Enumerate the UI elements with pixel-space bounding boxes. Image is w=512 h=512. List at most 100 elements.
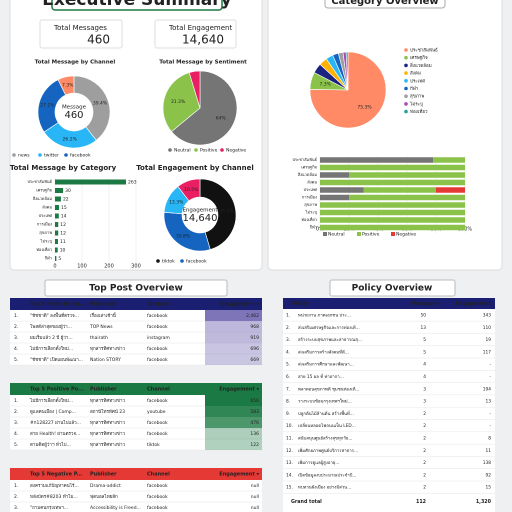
table-cell: 1. [14, 313, 18, 319]
legend-marker [404, 79, 408, 83]
table-cell: 2. [14, 324, 18, 330]
table-cell: ส่งเสริมการสร้างสังคมที่ดี... [298, 348, 349, 355]
page-title: Executive Summary [42, 0, 231, 10]
y-tick-label: การเมือง [37, 222, 52, 227]
legend-label: กีฬา [410, 85, 419, 92]
x-tick-label: 0 [53, 264, 56, 270]
table-cell: - [489, 412, 491, 417]
chart-title: Total Engagement by Channel [136, 164, 254, 172]
table-cell: ฟุตบอลไทยลีก [90, 494, 118, 500]
value-label: 22 [63, 197, 69, 203]
cell-shade [205, 428, 262, 439]
table-cell: facebook [147, 398, 168, 404]
table-cell: 3 [423, 386, 426, 392]
y-tick-label: สุขภาพ [39, 230, 52, 236]
table-cell: ไม่มีการเลือกตั้งใหม่... [29, 397, 73, 404]
column-header: Publisher [90, 387, 117, 393]
bar-segment [320, 209, 465, 216]
bar-segment [349, 172, 465, 178]
slice-label: 7.3% [319, 82, 331, 88]
table-cell: สาย Health! ผ่านตรวจ... [30, 431, 80, 437]
kpi-value: 14,640 [182, 33, 224, 47]
bar-segment [363, 187, 436, 193]
table-cell: 4. [14, 346, 18, 352]
table-cell: 3 [423, 399, 426, 405]
slice-label: 27.1% [40, 102, 55, 108]
table-cell: 1. [286, 313, 290, 319]
table-cell: 5. [286, 362, 290, 368]
x-tick-label: 100 [77, 264, 87, 270]
panel-title: Category Overview [331, 0, 438, 7]
table-cell: 3. [14, 505, 18, 511]
table-cell: facebook [147, 324, 168, 330]
column-header: Engagement ▾ [219, 302, 259, 308]
y-tick-label: เศรษฐกิจ [301, 165, 317, 170]
table-cell: 15 [486, 485, 492, 491]
bar-segment [320, 217, 465, 223]
legend-label: สุขภาพ [410, 94, 424, 100]
y-tick-label: ไม่ระบุ [305, 210, 318, 216]
table-cell: ทุกสารทิศทางข่าว [90, 346, 125, 352]
bar-segment [320, 179, 465, 186]
value-label: 14 [61, 214, 67, 220]
table-cell: 3. [14, 335, 18, 341]
table-cell: 92 [486, 472, 492, 478]
total-cell: 112 [416, 499, 426, 505]
bar [55, 222, 59, 227]
table-cell: #ก128227 ผ่านไปแล้ว... [30, 420, 81, 426]
cell-shade [205, 321, 262, 332]
slice-label: 7.3% [62, 83, 74, 89]
chart-title: Total Message by Sentiment [159, 60, 247, 66]
legend-marker [404, 55, 408, 60]
legend-label: ประชาสัมพันธ์ [410, 47, 438, 54]
bar-segment [349, 194, 465, 201]
legend-label: ประเทศ [410, 78, 425, 84]
legend-label: Negative [396, 232, 416, 238]
table-cell: สาย 15 ผล ที่ ท่าอากา... [298, 373, 344, 380]
legend-label: เศรษฐกิจ [410, 55, 428, 61]
bar [55, 205, 60, 210]
table-cell: 656 [250, 398, 259, 404]
table-cell: ทบทวนผังเมือง อย่างมีส่วน... [298, 485, 351, 491]
bar [55, 196, 61, 202]
bar-segment [320, 157, 434, 163]
bar-segment [320, 164, 465, 171]
table-cell: tiktok [147, 442, 160, 448]
table-cell: 122 [250, 442, 259, 448]
legend-label: Neutral [328, 232, 345, 238]
bar [55, 213, 59, 219]
section-title: Policy Overview [352, 284, 433, 294]
table-cell: - [489, 375, 491, 380]
table-cell: 968 [250, 324, 259, 330]
table-cell: 10. [286, 423, 293, 429]
slice [199, 178, 237, 250]
legend-label: facebook [186, 259, 207, 265]
table-cell: สนับสนุนศูนย์สร้างสุขทุกวัย... [298, 436, 352, 442]
slice [188, 70, 201, 109]
center-hole [183, 198, 217, 232]
y-tick-label: ประเทศ [304, 187, 318, 192]
legend-marker [323, 232, 327, 236]
table-cell: ผมเริ่มแล้ว 2 ปี ผู้ว่า... [30, 334, 73, 341]
table-cell: 2 [423, 448, 426, 454]
table-cell: null [251, 483, 259, 489]
table-cell: เปิดข้อมูลงบประมาณประจำปี... [298, 472, 356, 478]
legend-label: twitter [44, 153, 59, 159]
table-cell: พลาตอนสุขภาพดี ชุมชนท่องเที... [298, 386, 360, 392]
slice-label: 10.5% [184, 187, 199, 193]
table-cell: TOP News [89, 324, 113, 330]
legend-label: news [18, 154, 30, 159]
bar [55, 247, 58, 253]
bar-segment [320, 202, 465, 208]
table-cell: เรื่องเล่าเช้านี้ [90, 312, 117, 319]
legend-label: Positive [200, 148, 218, 154]
table-cell: 919 [250, 335, 259, 341]
legend-label: Positive [362, 232, 380, 238]
center-label: Engagement [182, 208, 218, 214]
y-tick-label: การเมือง [302, 195, 317, 200]
cell-shade [205, 343, 262, 354]
y-tick-label: สังคม [307, 180, 317, 185]
table-cell: facebook [147, 420, 168, 426]
table-cell: facebook [147, 494, 168, 500]
bar [55, 188, 64, 193]
